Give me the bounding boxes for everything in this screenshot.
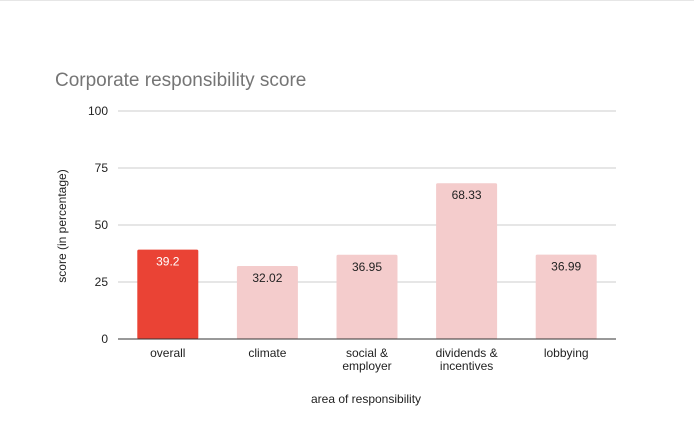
bar-3: [436, 183, 498, 339]
bar-value-label: 68.33: [452, 188, 482, 202]
y-axis-ticks: 0 25 50 75 100: [88, 104, 108, 346]
bar-value-label: 36.95: [352, 260, 382, 274]
x-axis-title: area of responsibility: [311, 392, 421, 406]
x-axis-ticks: overall climate social & employer dividends …: [150, 346, 588, 373]
x-tick-label: social & employer: [342, 346, 391, 373]
y-tick-label: 25: [95, 275, 109, 289]
x-tick-label: lobbying: [544, 346, 589, 360]
bar-value-label: 36.99: [551, 260, 581, 274]
y-axis-title: score (in percentage): [55, 169, 69, 282]
x-tick-label: climate: [248, 346, 286, 360]
chart-title: Corporate responsibility score: [55, 70, 307, 91]
y-tick-label: 75: [95, 161, 109, 175]
y-tick-label: 50: [95, 218, 109, 232]
bars: [137, 183, 597, 339]
bar-2: [336, 254, 398, 339]
x-tick-label: overall: [150, 346, 185, 360]
x-tick-label: dividends & incentives: [436, 346, 498, 373]
y-tick-label: 0: [101, 332, 108, 346]
bar-value-labels: 39.2 32.02 36.95 68.33 36.99: [156, 188, 581, 285]
y-tick-label: 100: [88, 104, 108, 118]
bar-value-label: 32.02: [252, 271, 282, 285]
bar-value-label: 39.2: [156, 255, 180, 269]
top-border: [0, 0, 694, 1]
bar-1: [236, 265, 298, 339]
bar-4: [535, 254, 597, 339]
bar-0: [137, 249, 199, 339]
